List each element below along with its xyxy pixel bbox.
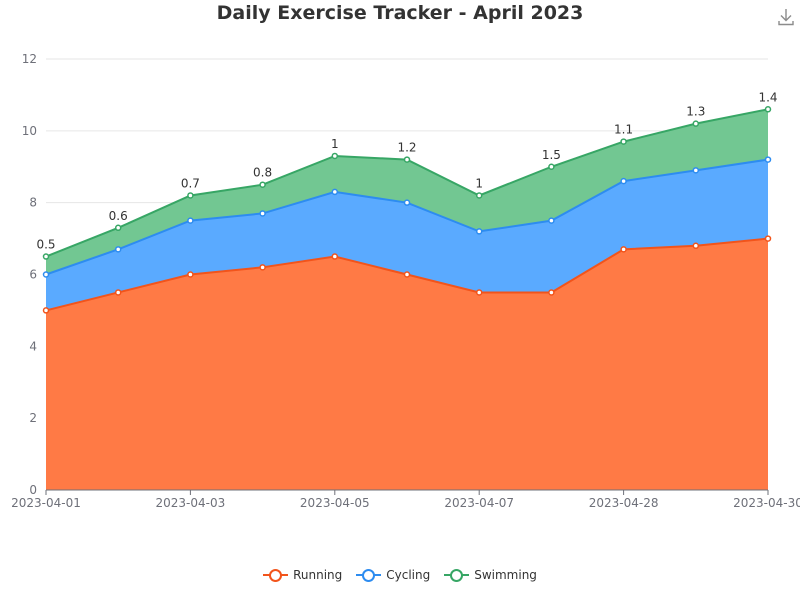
swimming-point[interactable] <box>42 253 50 260</box>
cycling-point[interactable] <box>475 228 483 235</box>
cycling-point[interactable] <box>42 271 50 278</box>
data-label: 1.4 <box>758 90 777 104</box>
x-tick-label: 2023-04-28 <box>589 496 659 510</box>
cycling-area <box>46 159 768 311</box>
legend-item-cycling[interactable]: Cycling <box>356 568 430 582</box>
x-tick-label: 2023-04-01 <box>11 496 81 510</box>
swimming-point[interactable] <box>259 181 266 188</box>
cycling-point[interactable] <box>403 199 411 206</box>
y-tick-label: 4 <box>29 339 37 353</box>
cycling-point[interactable] <box>620 177 627 185</box>
download-icon <box>778 9 794 26</box>
legend-item-swimming[interactable]: Swimming <box>444 568 537 582</box>
y-tick-label: 6 <box>29 268 37 282</box>
running-point[interactable] <box>475 289 483 296</box>
cycling-point[interactable] <box>331 188 339 196</box>
legend-marker-icon <box>444 568 470 582</box>
running-area <box>46 238 768 490</box>
swimming-point[interactable] <box>692 120 700 127</box>
download-button[interactable] <box>775 6 797 28</box>
data-label: 1.5 <box>542 148 561 162</box>
running-point[interactable] <box>548 289 555 296</box>
x-tick-label: 2023-04-03 <box>156 496 226 510</box>
data-label: 1.3 <box>686 105 705 119</box>
cycling-point[interactable] <box>692 167 700 174</box>
running-point[interactable] <box>259 264 266 271</box>
swimming-area <box>46 109 768 275</box>
legend-label: Swimming <box>474 568 537 582</box>
data-label: 0.6 <box>109 209 128 223</box>
cycling-point[interactable] <box>259 210 266 217</box>
y-tick-label: 8 <box>29 196 37 210</box>
legend: Running Cycling Swimming <box>0 568 800 582</box>
swimming-point[interactable] <box>403 156 411 163</box>
swimming-point[interactable] <box>764 106 772 113</box>
data-label: 1.1 <box>614 123 633 137</box>
running-point[interactable] <box>114 289 122 296</box>
legend-label: Running <box>293 568 343 582</box>
data-label: 0.5 <box>36 238 55 252</box>
legend-marker-icon <box>263 568 289 582</box>
running-point[interactable] <box>42 307 50 314</box>
legend-item-running[interactable]: Running <box>263 568 342 582</box>
y-tick-label: 10 <box>22 124 37 138</box>
running-point[interactable] <box>403 271 411 278</box>
y-tick-label: 2 <box>29 411 37 425</box>
x-tick-label: 2023-04-30 <box>733 496 800 510</box>
cycling-point[interactable] <box>548 217 555 224</box>
running-point[interactable] <box>620 246 627 253</box>
y-tick-label: 0 <box>29 483 37 497</box>
x-tick-label: 2023-04-05 <box>300 496 370 510</box>
data-label: 1.2 <box>397 141 416 155</box>
cycling-point[interactable] <box>764 156 772 163</box>
legend-marker-icon <box>356 568 382 582</box>
swimming-point[interactable] <box>475 192 483 199</box>
running-point[interactable] <box>187 271 194 278</box>
swimming-point[interactable] <box>620 138 627 145</box>
running-point[interactable] <box>331 253 339 260</box>
y-tick-label: 12 <box>22 52 37 66</box>
swimming-point[interactable] <box>187 192 194 199</box>
swimming-point[interactable] <box>114 224 122 232</box>
cycling-point[interactable] <box>187 217 194 224</box>
data-label: 1 <box>331 137 339 151</box>
swimming-point[interactable] <box>331 152 339 160</box>
cycling-point[interactable] <box>114 246 122 253</box>
swimming-point[interactable] <box>548 163 555 170</box>
data-label: 1 <box>475 176 483 190</box>
legend-label: Cycling <box>386 568 431 582</box>
x-tick-label: 2023-04-07 <box>444 496 514 510</box>
running-point[interactable] <box>692 242 700 250</box>
data-label: 0.8 <box>253 166 272 180</box>
data-label: 0.7 <box>181 176 200 190</box>
chart-title: Daily Exercise Tracker - April 2023 <box>216 2 584 24</box>
running-point[interactable] <box>764 235 772 242</box>
